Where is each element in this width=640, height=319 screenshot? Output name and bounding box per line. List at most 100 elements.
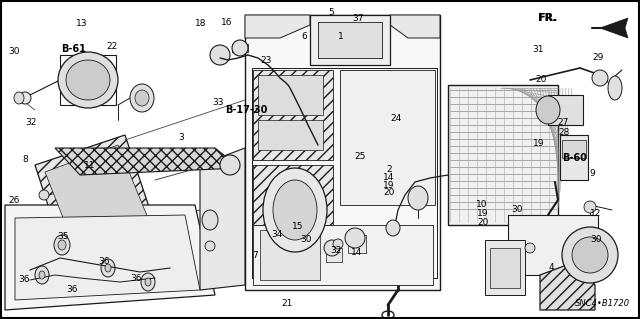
Text: 12: 12 [589, 209, 601, 218]
Bar [562, 140, 586, 158]
Text: 11: 11 [84, 161, 95, 170]
Polygon shape [390, 15, 440, 38]
Text: 25: 25 [354, 152, 365, 161]
Ellipse shape [584, 201, 596, 213]
Ellipse shape [592, 70, 608, 86]
Text: 4: 4 [549, 263, 554, 272]
Bar [253, 225, 433, 285]
Ellipse shape [572, 237, 608, 273]
Bar [318, 22, 382, 58]
Text: FR.: FR. [538, 12, 556, 23]
Ellipse shape [333, 239, 343, 249]
Ellipse shape [135, 90, 149, 106]
Text: 16: 16 [221, 19, 233, 27]
Bar [340, 70, 435, 205]
Text: 31: 31 [532, 45, 543, 54]
Text: B-60: B-60 [563, 153, 587, 163]
Polygon shape [540, 260, 595, 310]
Text: 35: 35 [57, 232, 68, 241]
Bar [490, 248, 520, 288]
Text: 7: 7 [252, 251, 257, 260]
Bar [258, 120, 323, 150]
Text: 30: 30 [8, 47, 20, 56]
Polygon shape [600, 18, 628, 38]
Ellipse shape [345, 228, 365, 248]
Bar [485, 240, 525, 295]
Bar [568, 240, 590, 270]
Bar [508, 215, 598, 275]
Ellipse shape [202, 210, 218, 230]
Ellipse shape [105, 264, 111, 272]
Ellipse shape [562, 227, 618, 283]
Bar [245, 15, 440, 290]
Text: 30: 30 [591, 235, 602, 244]
Text: 6: 6 [301, 32, 307, 41]
Text: 1: 1 [338, 32, 343, 41]
Ellipse shape [324, 240, 340, 256]
Ellipse shape [408, 186, 428, 210]
Polygon shape [5, 205, 215, 310]
Ellipse shape [273, 180, 317, 240]
Text: B-17-30: B-17-30 [225, 105, 268, 115]
Text: 23: 23 [260, 56, 271, 65]
Text: 34: 34 [271, 230, 282, 239]
Ellipse shape [19, 92, 31, 104]
Ellipse shape [525, 243, 535, 253]
Text: 2: 2 [387, 165, 392, 174]
Ellipse shape [536, 96, 560, 124]
Text: 32: 32 [25, 118, 36, 127]
Text: 30: 30 [300, 235, 312, 244]
Ellipse shape [58, 240, 66, 250]
Text: 20: 20 [535, 75, 547, 84]
Polygon shape [55, 148, 240, 175]
Text: SNC4•B1720: SNC4•B1720 [575, 299, 630, 308]
Bar [326, 248, 342, 262]
Bar [252, 68, 437, 278]
Ellipse shape [39, 190, 49, 200]
Text: 19: 19 [477, 209, 489, 218]
Text: 21: 21 [281, 299, 292, 308]
Bar [310, 15, 390, 65]
Ellipse shape [210, 45, 230, 65]
Text: 36: 36 [66, 285, 77, 294]
Bar [548, 95, 583, 125]
Polygon shape [45, 145, 148, 248]
Text: 27: 27 [557, 118, 569, 127]
Text: 26: 26 [8, 197, 20, 205]
Text: 3: 3 [179, 133, 184, 142]
Ellipse shape [130, 84, 154, 112]
Ellipse shape [54, 235, 70, 255]
Polygon shape [200, 148, 245, 290]
Ellipse shape [66, 60, 110, 100]
Bar [232, 44, 248, 52]
Ellipse shape [220, 155, 240, 175]
Text: FR.: FR. [538, 12, 557, 23]
Text: 14: 14 [383, 173, 395, 182]
Bar [348, 235, 366, 253]
Text: 36: 36 [98, 257, 109, 266]
Text: 19: 19 [383, 181, 395, 189]
Ellipse shape [263, 168, 327, 252]
Text: 20: 20 [383, 189, 395, 197]
Text: 33: 33 [212, 98, 223, 107]
Text: 29: 29 [593, 53, 604, 62]
Text: 30: 30 [511, 205, 523, 214]
Text: 36: 36 [130, 274, 141, 283]
Ellipse shape [145, 278, 151, 286]
Text: B-61: B-61 [61, 44, 86, 55]
Ellipse shape [141, 273, 155, 291]
Text: 32: 32 [330, 246, 342, 255]
Text: 14: 14 [351, 248, 363, 256]
Ellipse shape [205, 241, 215, 251]
Polygon shape [245, 15, 310, 38]
Text: 18: 18 [195, 19, 206, 28]
Bar [260, 230, 320, 280]
Ellipse shape [101, 259, 115, 277]
Bar [60, 55, 116, 105]
Bar [253, 165, 333, 225]
Text: 8: 8 [23, 155, 28, 164]
Ellipse shape [608, 76, 622, 100]
Ellipse shape [14, 92, 24, 104]
Text: 19: 19 [533, 139, 545, 148]
Ellipse shape [39, 271, 45, 279]
